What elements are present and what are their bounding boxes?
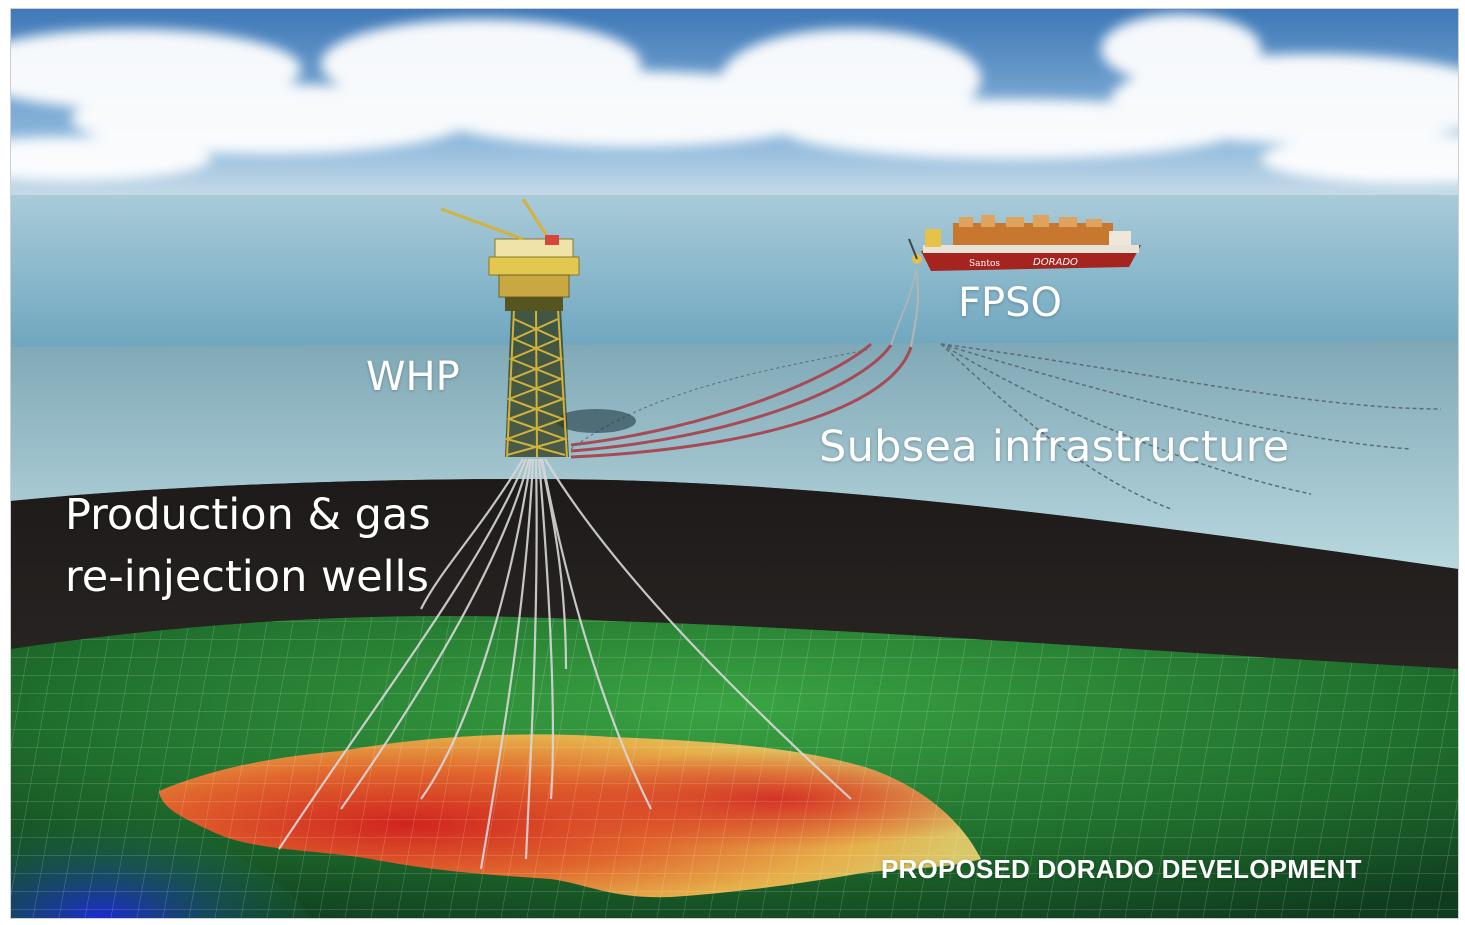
wells: [278, 458, 852, 870]
water-column: [11, 341, 1458, 569]
fpso-hull-text-left: Santos: [969, 259, 1000, 269]
fpso-vessel: Santos DORADO: [908, 215, 1141, 271]
wells-label: Production & gas re-injection wells: [65, 490, 431, 602]
clouds: [11, 14, 1458, 184]
subsea-pipelines: [570, 268, 1442, 510]
subsea-infrastructure-label: Subsea infrastructure: [819, 422, 1290, 472]
dorado-development-scene: Santos DORADO: [11, 9, 1458, 918]
platform-shadow: [556, 409, 636, 433]
fpso-label: FPSO: [958, 280, 1063, 326]
whp-label: WHP: [366, 354, 460, 400]
whp-platform: [440, 198, 580, 458]
sea-surface: [11, 195, 1458, 347]
fpso-hull-text-right: DORADO: [1033, 257, 1078, 268]
development-title: PROPOSED DORADO DEVELOPMENT: [881, 854, 1362, 884]
illustration-frame: Santos DORADO WHP FPSO Subsea infrastruc…: [10, 8, 1459, 919]
